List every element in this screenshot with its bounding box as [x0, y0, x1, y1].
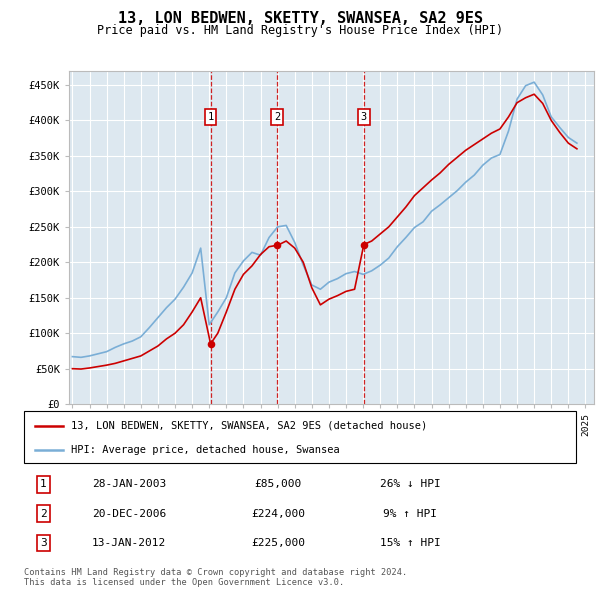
Text: 2: 2	[274, 112, 280, 122]
Point	[359, 240, 368, 250]
Text: £85,000: £85,000	[254, 480, 302, 489]
Text: 13-JAN-2012: 13-JAN-2012	[92, 538, 166, 548]
Text: Contains HM Land Registry data © Crown copyright and database right 2024.
This d: Contains HM Land Registry data © Crown c…	[24, 568, 407, 587]
Text: 3: 3	[361, 112, 367, 122]
Text: 3: 3	[40, 538, 47, 548]
Text: 1: 1	[40, 480, 47, 489]
Text: 13, LON BEDWEN, SKETTY, SWANSEA, SA2 9ES (detached house): 13, LON BEDWEN, SKETTY, SWANSEA, SA2 9ES…	[71, 421, 427, 431]
Text: 26% ↓ HPI: 26% ↓ HPI	[380, 480, 441, 489]
FancyBboxPatch shape	[24, 411, 576, 463]
Text: £224,000: £224,000	[251, 509, 305, 519]
Point	[272, 241, 282, 250]
Text: £225,000: £225,000	[251, 538, 305, 548]
Text: 28-JAN-2003: 28-JAN-2003	[92, 480, 166, 489]
Text: 9% ↑ HPI: 9% ↑ HPI	[383, 509, 437, 519]
Text: HPI: Average price, detached house, Swansea: HPI: Average price, detached house, Swan…	[71, 445, 340, 455]
Text: 2: 2	[40, 509, 47, 519]
Text: 13, LON BEDWEN, SKETTY, SWANSEA, SA2 9ES: 13, LON BEDWEN, SKETTY, SWANSEA, SA2 9ES	[118, 11, 482, 25]
Text: 15% ↑ HPI: 15% ↑ HPI	[380, 538, 441, 548]
Text: 1: 1	[208, 112, 214, 122]
Text: 20-DEC-2006: 20-DEC-2006	[92, 509, 166, 519]
Point	[206, 339, 215, 349]
Text: Price paid vs. HM Land Registry's House Price Index (HPI): Price paid vs. HM Land Registry's House …	[97, 24, 503, 37]
